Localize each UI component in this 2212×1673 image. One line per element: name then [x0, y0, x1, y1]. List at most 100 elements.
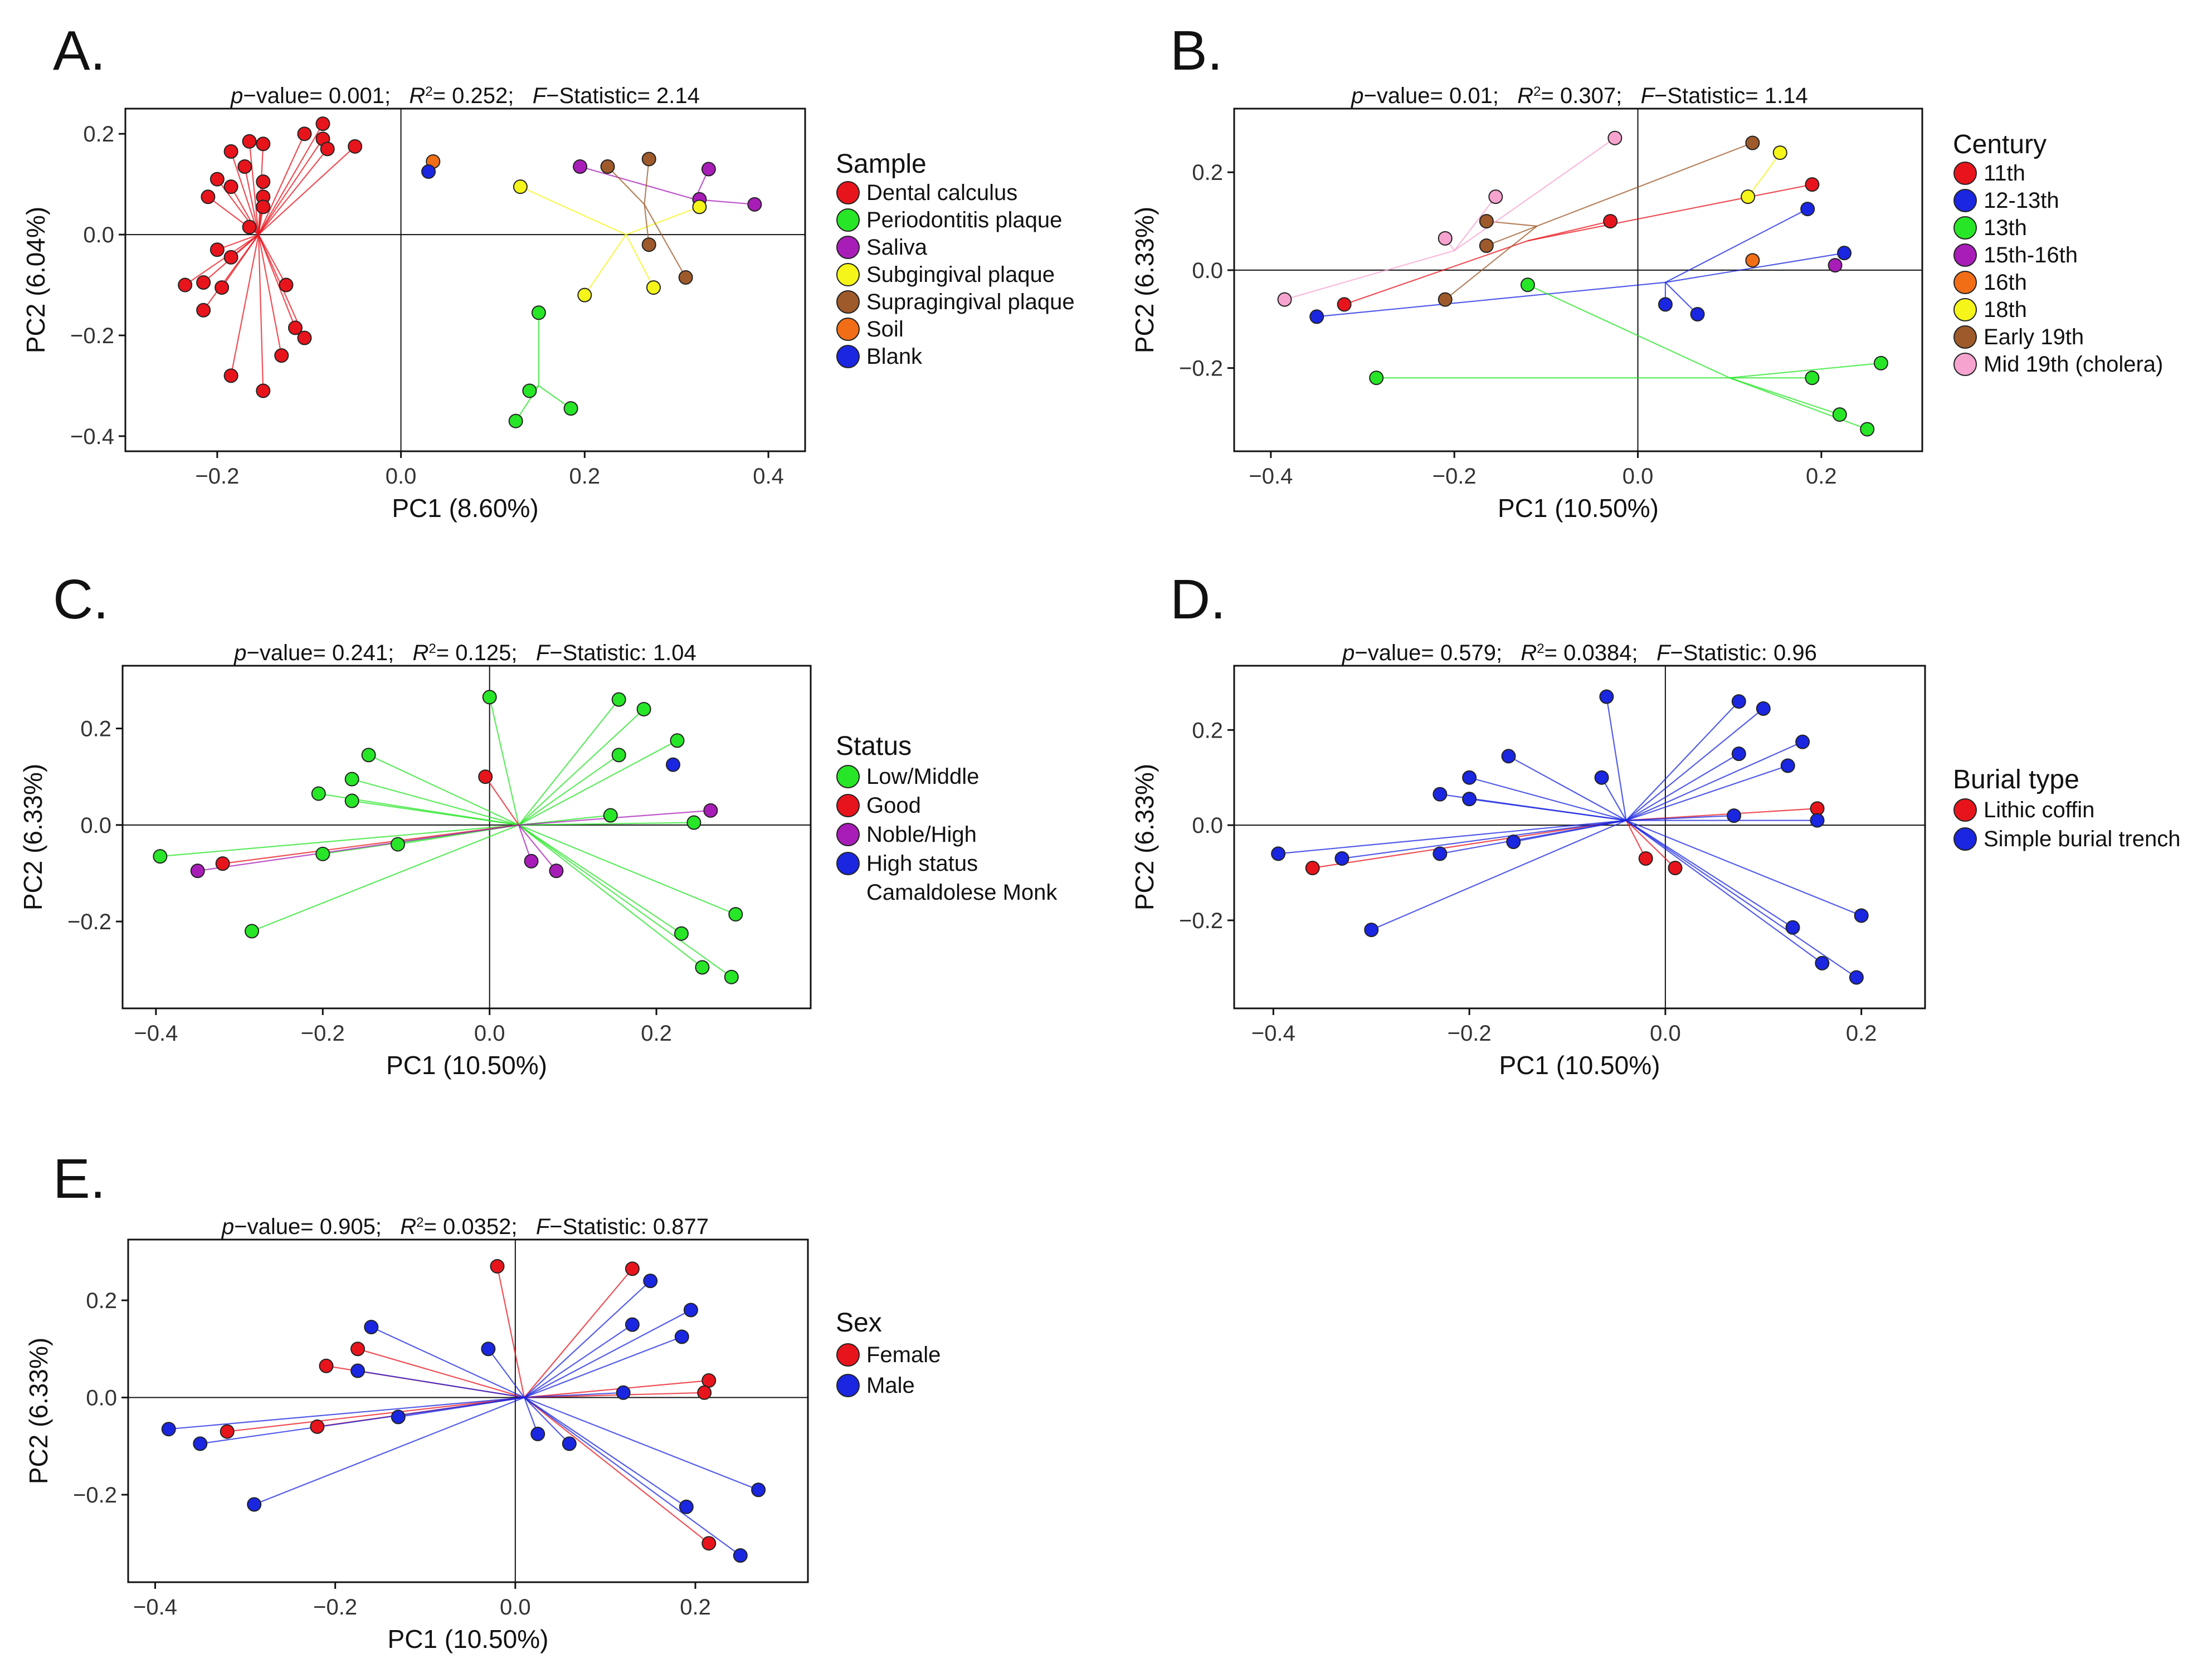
spider-line [1527, 284, 1730, 379]
spider-line [524, 1280, 651, 1398]
spider-line [1278, 820, 1626, 855]
spider-line [368, 754, 519, 826]
data-point [247, 1497, 262, 1512]
spider-line [1371, 820, 1626, 931]
legend-label: Supragingival plaque [866, 290, 1075, 314]
spider-line [1665, 208, 1808, 283]
data-point [1745, 253, 1760, 268]
x-tick-label: −0.2 [1433, 464, 1477, 489]
spider-line [203, 234, 259, 311]
panel-letter: B. [1170, 19, 1222, 82]
panel-C: C. p−value= 0.241; R2= 0.125; F−Statistic… [18, 568, 1058, 1080]
data-point [625, 1317, 640, 1332]
spider-line [524, 1397, 687, 1508]
x-tick-label: −0.2 [1448, 1021, 1492, 1046]
data-point [1607, 130, 1623, 145]
data-point [1520, 277, 1535, 292]
legend-key [1953, 353, 1977, 376]
legend-key [1953, 271, 1977, 294]
x-tick-label: 0.2 [1806, 464, 1837, 489]
plot-frame [124, 108, 806, 452]
spider-line [1312, 820, 1626, 869]
data-point [1337, 297, 1352, 312]
data-point [1800, 202, 1815, 217]
spider-line [258, 138, 324, 235]
data-point [215, 856, 230, 871]
data-point [490, 1259, 505, 1274]
spider-line [1454, 196, 1497, 251]
y-tick-label: 0.0 [1192, 813, 1223, 838]
legend-label: Blank [866, 344, 923, 369]
legend-label: High status [866, 851, 978, 876]
legend-key [1953, 325, 1977, 349]
spider-line [257, 234, 282, 356]
legend-label: Mid 19th (cholera) [1984, 352, 2163, 377]
legend-title: Burial type [1953, 765, 2079, 794]
spider-line [1527, 184, 1813, 242]
legend-label: Camaldolese Monk [866, 880, 1058, 905]
data-point [1837, 246, 1852, 261]
y-tick-label: 0.2 [83, 122, 114, 147]
data-point [1756, 701, 1771, 716]
spider-line [249, 141, 260, 235]
data-point [1741, 189, 1756, 204]
legend-label: Female [866, 1343, 941, 1367]
panel-A: A. p−value= 0.001; R2= 0.252; F−Statistic… [21, 19, 1075, 523]
spider-line [357, 1348, 525, 1398]
data-point [1488, 189, 1503, 204]
data-point [1599, 689, 1614, 704]
legend-title: Century [1953, 130, 2047, 159]
plot-area [1234, 666, 1925, 1008]
spider-line [524, 1397, 759, 1491]
spider-line [1317, 281, 1666, 318]
legend-key [836, 263, 860, 286]
data-point [524, 853, 539, 869]
spider-line [1729, 362, 1882, 379]
spider-line [258, 148, 328, 235]
data-point [603, 808, 618, 823]
x-tick-label: 0.2 [1846, 1021, 1877, 1046]
data-point [1832, 407, 1847, 422]
data-point [196, 275, 211, 290]
data-point [391, 1409, 406, 1425]
x-tick-label: 0.2 [641, 1021, 672, 1046]
stats-line: p−value= 0.579; R2= 0.0384; F−Statistic:… [1342, 641, 1817, 665]
y-tick-label: −0.2 [70, 324, 114, 348]
spider-line [352, 800, 519, 826]
plot-frame [1233, 665, 1926, 1009]
spider-line [1344, 240, 1528, 305]
x-tick-label: −0.4 [1251, 1021, 1295, 1046]
panel-letter: E. [53, 1148, 105, 1210]
plot-frame [127, 1238, 809, 1583]
data-point [1438, 231, 1453, 246]
data-point [1854, 908, 1869, 923]
spider-line [1626, 765, 1789, 821]
spider-line [1537, 142, 1753, 227]
spider-line [1606, 696, 1627, 821]
y-tick-label: 0.2 [80, 717, 111, 742]
spider-line [488, 1348, 525, 1398]
spider-line [258, 234, 296, 328]
legend-label: Male [866, 1373, 915, 1398]
spider-line [518, 824, 682, 934]
spider-line [518, 754, 620, 826]
y-tick-label: 0.2 [1192, 718, 1223, 743]
data-point [1277, 292, 1292, 307]
legend-title: Sample [836, 149, 927, 179]
legend-label: Low/Middle [866, 764, 979, 789]
data-point [1271, 846, 1286, 861]
spider-line [1626, 741, 1803, 821]
data-point [1815, 955, 1830, 970]
data-point [1603, 214, 1618, 229]
data-point [701, 1536, 717, 1551]
data-point [1668, 861, 1683, 876]
spider-line [258, 133, 305, 235]
data-point [1433, 787, 1448, 802]
x-tick-label: 0.0 [386, 464, 417, 489]
legend-key [836, 765, 860, 788]
data-point [1462, 792, 1477, 807]
data-point [223, 250, 238, 265]
panel-B: B. p−value= 0.01; R2= 0.307; F−Statistic=… [1130, 19, 2163, 523]
panel-E: E. p−value= 0.905; R2= 0.0352; F−Statisti… [24, 1148, 941, 1654]
